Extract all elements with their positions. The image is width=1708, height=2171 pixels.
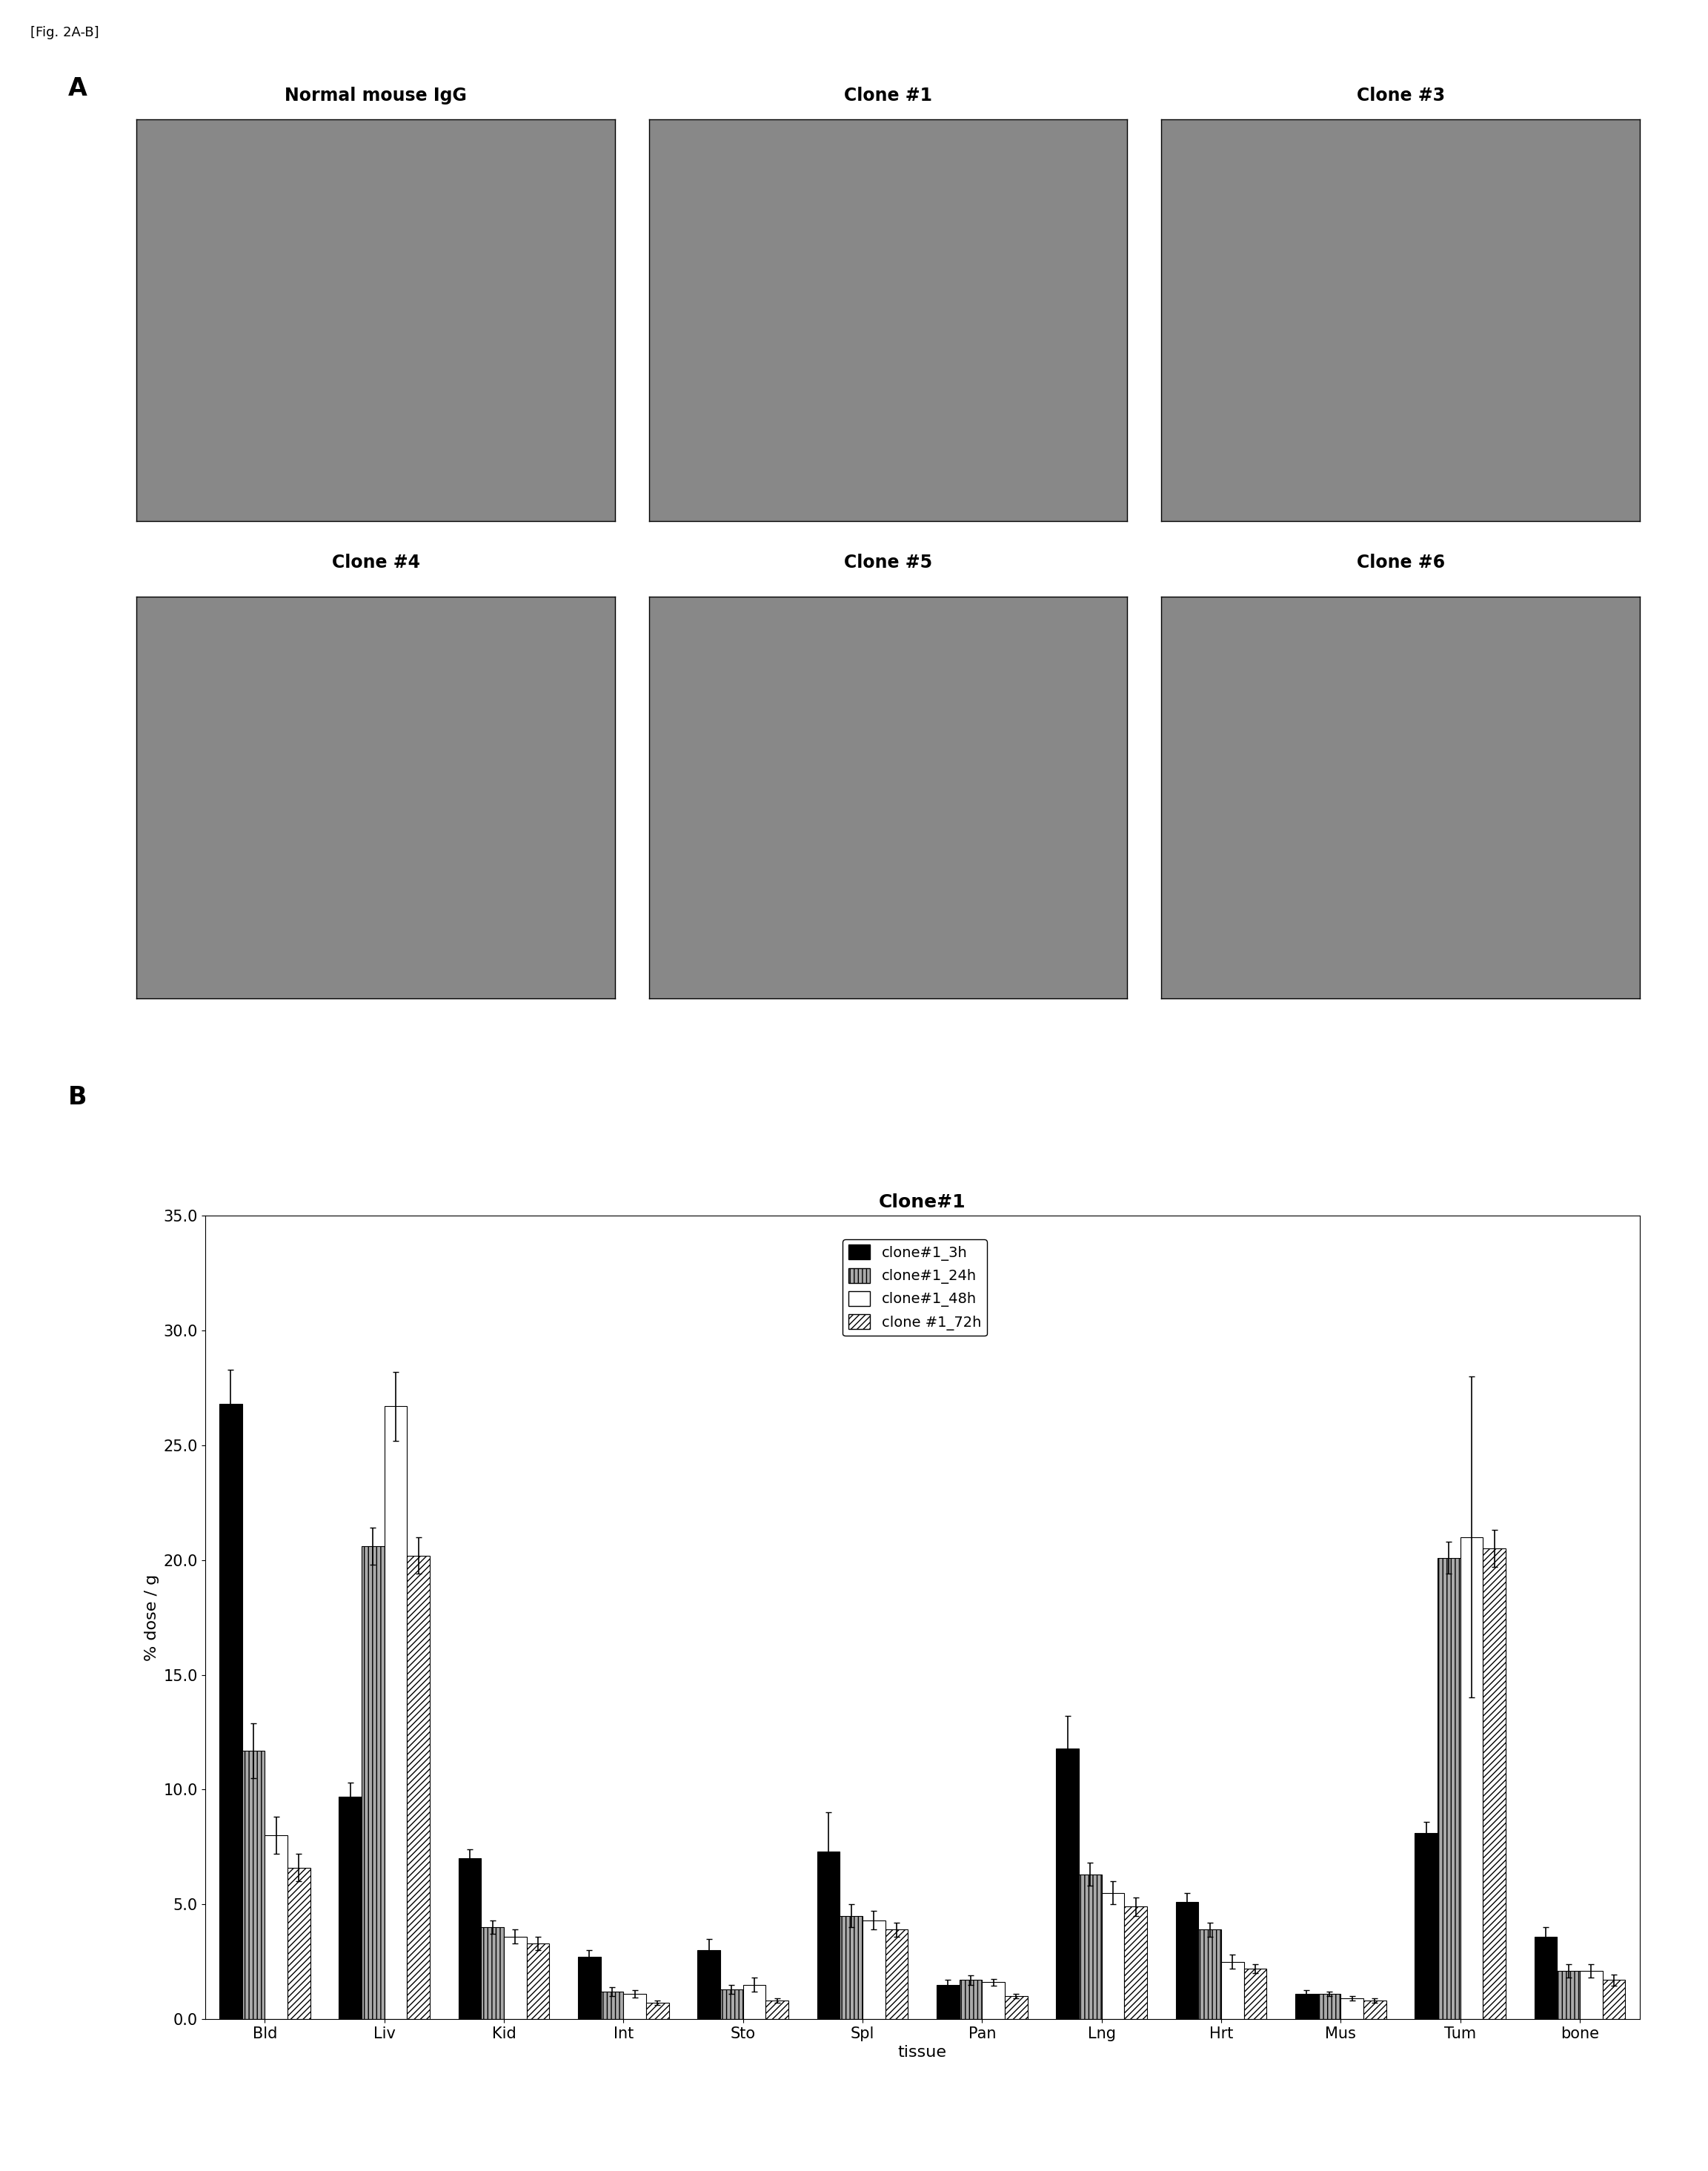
Bar	[243, 1750, 265, 2019]
Bar	[863, 1921, 885, 2019]
Bar	[504, 1937, 526, 2019]
Bar	[982, 1982, 1004, 2019]
Bar	[1102, 1893, 1124, 2019]
Bar	[1319, 1993, 1341, 2019]
Legend: clone#1_3h, clone#1_24h, clone#1_48h, clone #1_72h: clone#1_3h, clone#1_24h, clone#1_48h, cl…	[842, 1240, 987, 1335]
X-axis label: tissue: tissue	[898, 2045, 946, 2060]
Bar	[1580, 1971, 1602, 2019]
Bar	[384, 1407, 407, 2019]
Text: Normal mouse IgG: Normal mouse IgG	[285, 87, 466, 104]
Text: Clone #4: Clone #4	[331, 554, 420, 571]
Bar	[458, 1858, 482, 2019]
Bar	[287, 1867, 311, 2019]
Bar	[743, 1984, 765, 2019]
Bar	[623, 1993, 646, 2019]
Bar	[265, 1834, 287, 2019]
Bar	[407, 1554, 430, 2019]
Bar	[1602, 1980, 1626, 2019]
Bar	[1341, 1997, 1363, 2019]
Bar	[1243, 1969, 1267, 2019]
Bar	[765, 2002, 789, 2019]
Bar	[1004, 1995, 1028, 2019]
Text: Clone #3: Clone #3	[1356, 87, 1445, 104]
Bar	[885, 1930, 909, 2019]
Bar	[1124, 1906, 1148, 2019]
Bar	[960, 1980, 982, 2019]
Bar	[646, 2004, 670, 2019]
Text: Clone #5: Clone #5	[844, 554, 933, 571]
Bar	[1438, 1559, 1460, 2019]
Bar	[840, 1915, 863, 2019]
Bar	[721, 1989, 743, 2019]
Y-axis label: % dose / g: % dose / g	[145, 1574, 159, 1661]
Text: Clone #6: Clone #6	[1356, 554, 1445, 571]
Title: Clone#1: Clone#1	[878, 1194, 967, 1211]
Bar	[601, 1991, 623, 2019]
Bar	[1221, 1963, 1243, 2019]
Bar	[1056, 1748, 1079, 2019]
Text: A: A	[68, 76, 87, 100]
Bar	[816, 1852, 840, 2019]
Bar	[1295, 1993, 1319, 2019]
Bar	[526, 1943, 550, 2019]
Bar	[362, 1546, 384, 2019]
Bar	[219, 1405, 243, 2019]
Bar	[1363, 2002, 1387, 2019]
Bar	[577, 1956, 601, 2019]
Bar	[1460, 1537, 1483, 2019]
Bar	[482, 1928, 504, 2019]
Bar	[936, 1984, 960, 2019]
Bar	[1175, 1902, 1199, 2019]
Bar	[1414, 1832, 1438, 2019]
Bar	[338, 1795, 362, 2019]
Bar	[1534, 1937, 1558, 2019]
Bar	[1558, 1971, 1580, 2019]
Text: [Fig. 2A-B]: [Fig. 2A-B]	[31, 26, 99, 39]
Text: B: B	[68, 1086, 87, 1109]
Bar	[1199, 1930, 1221, 2019]
Bar	[1483, 1548, 1506, 2019]
Bar	[697, 1950, 721, 2019]
Text: Clone #1: Clone #1	[844, 87, 933, 104]
Bar	[1079, 1874, 1102, 2019]
